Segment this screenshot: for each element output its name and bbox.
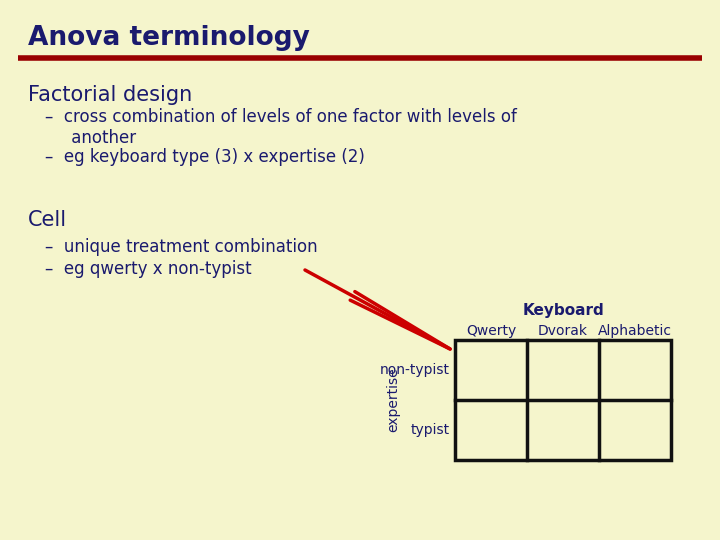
Text: Qwerty: Qwerty	[466, 324, 516, 338]
Text: Dvorak: Dvorak	[538, 324, 588, 338]
Text: –  cross combination of levels of one factor with levels of
     another: – cross combination of levels of one fac…	[45, 108, 517, 147]
Text: typist: typist	[411, 423, 450, 437]
Text: –  unique treatment combination: – unique treatment combination	[45, 238, 318, 256]
Bar	[455, 340, 671, 460]
Text: Anova terminology: Anova terminology	[28, 25, 310, 51]
Text: –  eg keyboard type (3) x expertise (2): – eg keyboard type (3) x expertise (2)	[45, 148, 365, 166]
Text: Factorial design: Factorial design	[28, 85, 192, 105]
Text: expertise: expertise	[386, 368, 400, 433]
Text: Cell: Cell	[28, 210, 67, 230]
Text: –  eg qwerty x non-typist: – eg qwerty x non-typist	[45, 260, 251, 278]
Text: non-typist: non-typist	[380, 363, 450, 377]
Text: Keyboard: Keyboard	[522, 303, 604, 318]
Text: Alphabetic: Alphabetic	[598, 324, 672, 338]
